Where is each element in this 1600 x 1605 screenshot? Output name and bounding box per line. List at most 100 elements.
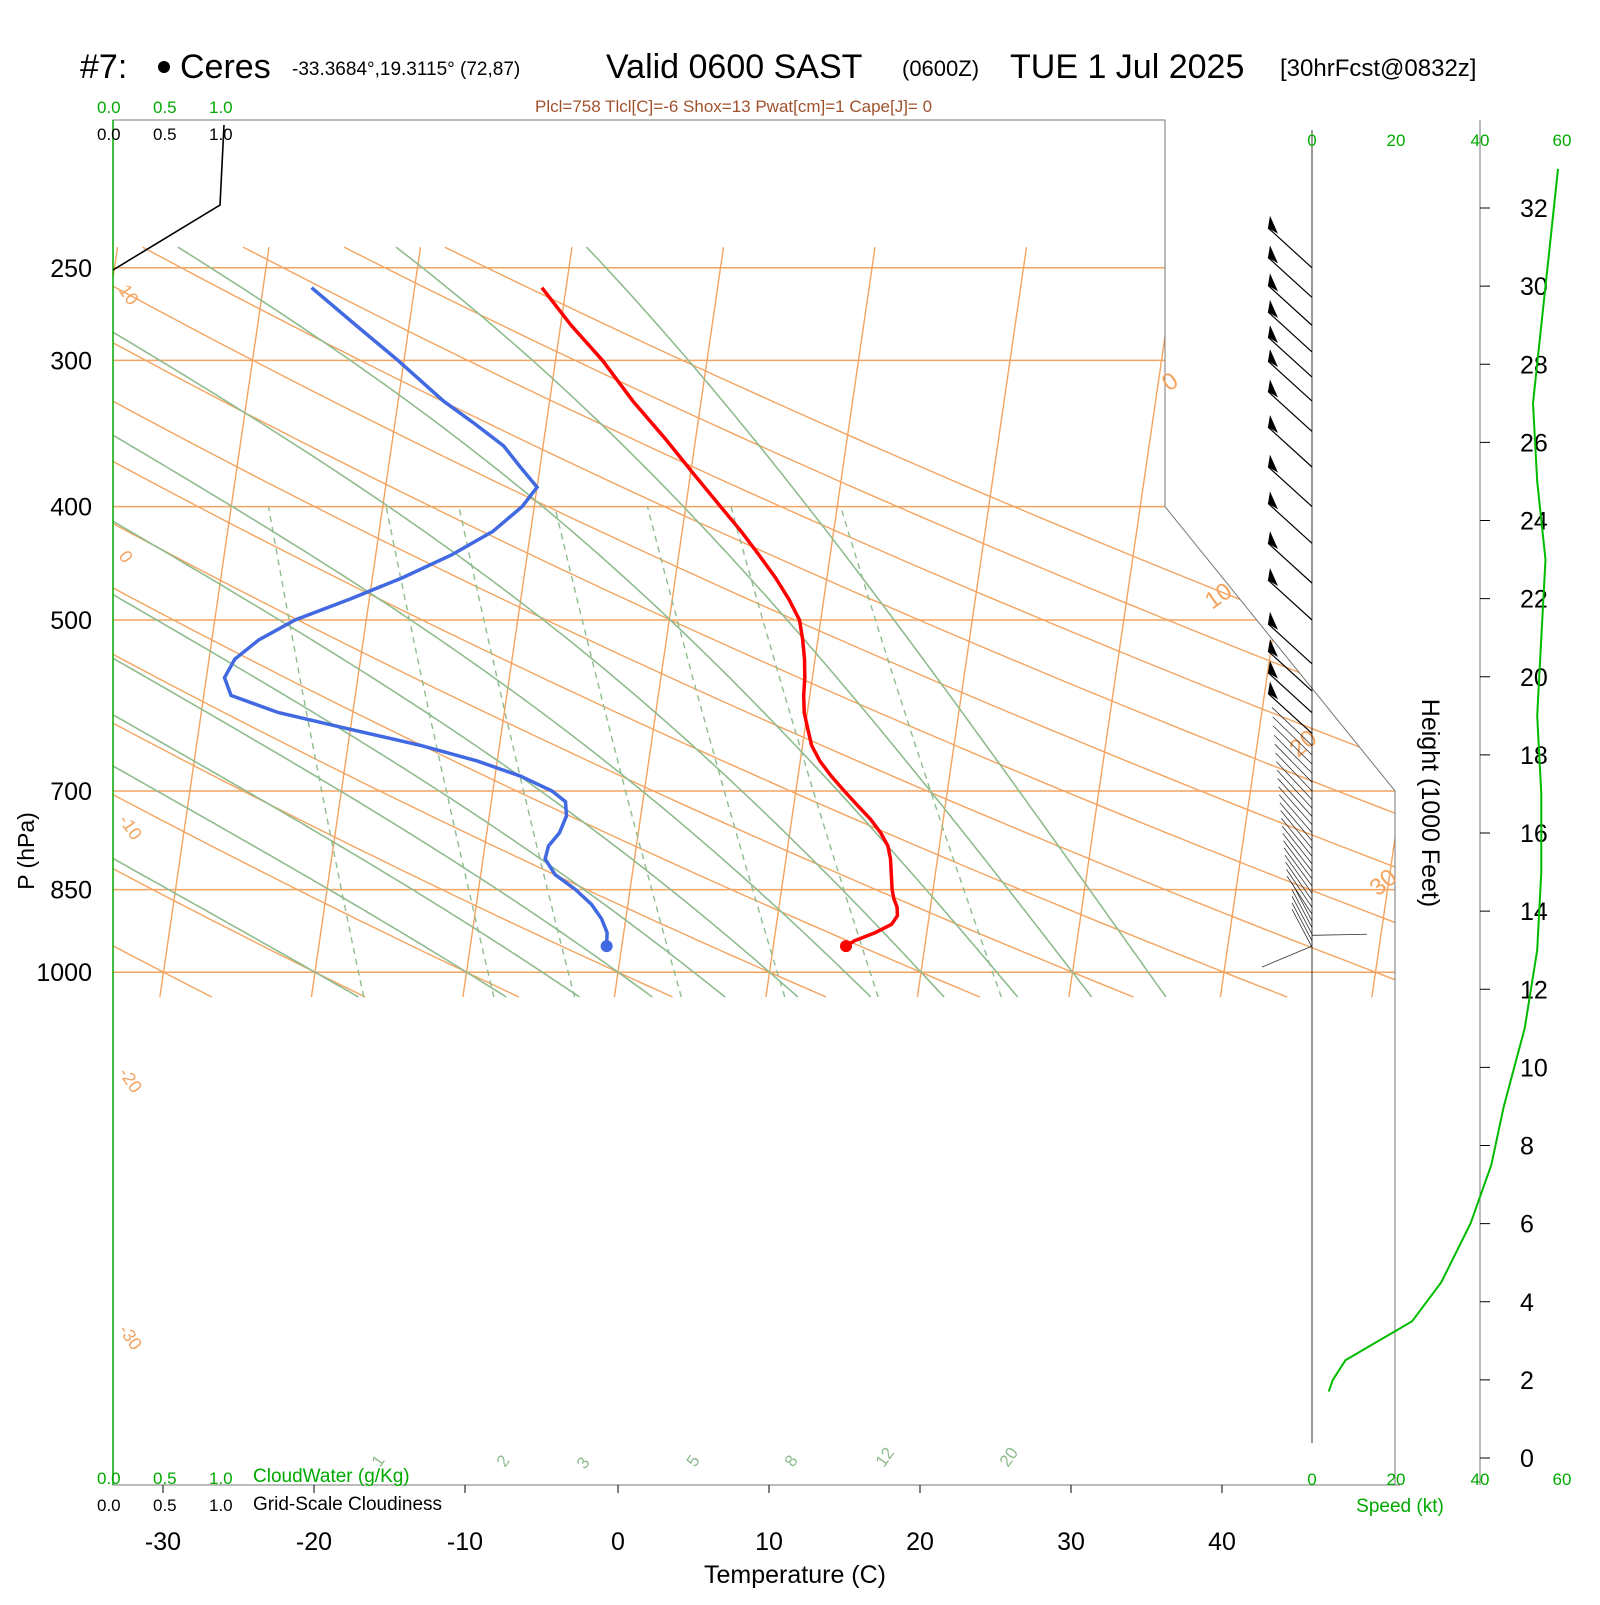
wind-barb-staff <box>1268 503 1312 543</box>
isotherm-line <box>766 247 875 997</box>
wind-barb-staff <box>1268 337 1312 377</box>
wind-barb-pennant <box>1268 216 1278 234</box>
cloudwater-bottom-tick-2: 1.0 <box>209 1469 233 1488</box>
temperature-line <box>542 288 898 946</box>
height-tick-label: 12 <box>1520 976 1548 1004</box>
cloudwater-label: CloudWater (g/Kg) <box>253 1466 410 1487</box>
dry-adiabat-label: 0 <box>115 547 137 567</box>
moist-adiabat-line <box>0 247 725 997</box>
cloudiness-top-tick-0: 0.0 <box>97 125 121 144</box>
station-coords: -33.3684°,19.3115° (72,87) <box>292 59 520 80</box>
mixing-ratio-line <box>459 507 575 997</box>
valid-date: TUE 1 Jul 2025 <box>1010 48 1244 86</box>
speed-top-tick-0: 0 <box>1307 131 1316 150</box>
station-dot-icon <box>158 61 170 73</box>
wind-barb-staff <box>1279 795 1312 833</box>
x-tick-label: 0 <box>611 1528 625 1556</box>
cloudwater-top-tick-2: 1.0 <box>209 98 233 117</box>
isotherm-line <box>463 247 572 997</box>
wind-barb-pennant <box>1268 325 1278 343</box>
moist-adiabat-line <box>396 247 1092 997</box>
speed-top-tick-1: 20 <box>1387 131 1406 150</box>
mixing-ratio-label: 5 <box>683 1452 704 1471</box>
y-tick-label: 700 <box>50 778 92 806</box>
wind-barb-pennant <box>1268 379 1278 397</box>
wind-barb-staff <box>1268 427 1312 467</box>
x-axis-title: Temperature (C) <box>704 1561 886 1589</box>
height-tick-label: 24 <box>1520 508 1548 536</box>
dry-adiabat-line <box>0 247 1287 997</box>
station-number: #7: <box>80 48 127 86</box>
dry-adiabat-line <box>0 247 1594 997</box>
valid-zulu: (0600Z) <box>902 56 979 81</box>
height-tick-label: 28 <box>1520 351 1548 379</box>
forecast-info: [30hrFcst@0832z] <box>1280 55 1476 82</box>
surface-dewpoint-point <box>601 940 613 952</box>
station-name: Ceres <box>180 48 271 86</box>
wind-barb <box>1268 531 1312 583</box>
x-tick-label: 10 <box>755 1528 783 1556</box>
valid-time: Valid 0600 SAST <box>606 48 862 86</box>
height-tick-label: 4 <box>1520 1289 1534 1317</box>
dry-adiabat-label: -20 <box>115 1064 146 1097</box>
moist-adiabat-line <box>0 247 652 997</box>
speed-bottom-tick-1: 20 <box>1387 1470 1406 1489</box>
height-tick-label: 2 <box>1520 1367 1534 1395</box>
wind-barb-staff <box>1280 803 1312 841</box>
speed-axis-label: Speed (kt) <box>1356 1496 1444 1517</box>
x-tick-label: 40 <box>1208 1528 1236 1556</box>
cloudiness-label: Grid-Scale Cloudiness <box>253 1494 442 1515</box>
cloudiness-top-tick-2: 1.0 <box>209 125 233 144</box>
wind-barb-staff <box>1268 228 1312 268</box>
x-tick-label: -10 <box>447 1528 483 1556</box>
dry-adiabat-label: -30 <box>115 1321 146 1354</box>
wind-barb-pennant <box>1268 639 1278 657</box>
wind-barb-staff <box>1268 467 1312 507</box>
surface-wind-barb <box>1312 934 1367 935</box>
wind-barb-pennant <box>1268 612 1278 630</box>
cloudiness-top-tick-1: 0.5 <box>153 125 177 144</box>
wind-barb <box>1278 778 1312 816</box>
wind-barb-pennant <box>1268 245 1278 263</box>
plot-frame <box>113 120 1480 1485</box>
x-tick-label: -30 <box>145 1528 181 1556</box>
wind-barb <box>1277 770 1312 808</box>
wind-barb-staff <box>1278 787 1312 825</box>
wind-barb-pennant <box>1268 349 1278 367</box>
wind-barb-pennant <box>1268 455 1278 473</box>
height-tick-label: 20 <box>1520 664 1548 692</box>
height-tick-label: 16 <box>1520 820 1548 848</box>
wind-barb-staff <box>1268 312 1312 352</box>
wind-barb <box>1268 300 1312 352</box>
mixing-ratio-label: 8 <box>781 1452 802 1471</box>
wind-barb <box>1280 803 1312 841</box>
mixing-ratio-label: 20 <box>996 1444 1022 1470</box>
cloudiness-bottom-tick-0: 0.0 <box>97 1496 121 1515</box>
wind-barb-staff <box>1277 770 1312 808</box>
wind-barb <box>1268 568 1312 620</box>
height-tick-label: 6 <box>1520 1211 1534 1239</box>
dry-adiabat-line <box>0 247 673 997</box>
wind-barb-pennant <box>1268 300 1278 318</box>
wind-barb-pennant <box>1268 491 1278 509</box>
wind-barb-pennant <box>1268 681 1278 699</box>
y-tick-label: 850 <box>50 877 92 905</box>
wind-barb <box>1268 325 1312 377</box>
dry-adiabat-label: -10 <box>115 811 146 844</box>
isotherm-line <box>917 247 1026 997</box>
mixing-ratio-label: 12 <box>872 1444 898 1470</box>
mixing-ratio-line <box>555 507 682 997</box>
height-tick-label: 0 <box>1520 1445 1534 1473</box>
wind-barbs <box>1262 130 1367 1443</box>
height-tick-label: 10 <box>1520 1054 1548 1082</box>
cloudiness-bottom-tick-2: 1.0 <box>209 1496 233 1515</box>
moist-adiabat-label: 0 <box>1157 367 1183 397</box>
cloudwater-top-tick-0: 0.0 <box>97 98 121 117</box>
wind-barb-staff <box>1268 543 1312 583</box>
speed-top-tick-2: 40 <box>1471 131 1490 150</box>
height-axis-title: Height (1000 Feet) <box>1416 699 1444 907</box>
cloudwater-bottom-tick-0: 0.0 <box>97 1469 121 1488</box>
wind-barb-staff <box>1268 580 1312 620</box>
